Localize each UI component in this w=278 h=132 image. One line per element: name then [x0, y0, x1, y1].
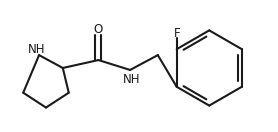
Text: NH: NH [28, 43, 46, 56]
Text: F: F [173, 27, 180, 40]
Text: NH: NH [123, 73, 141, 86]
Text: O: O [94, 23, 103, 36]
